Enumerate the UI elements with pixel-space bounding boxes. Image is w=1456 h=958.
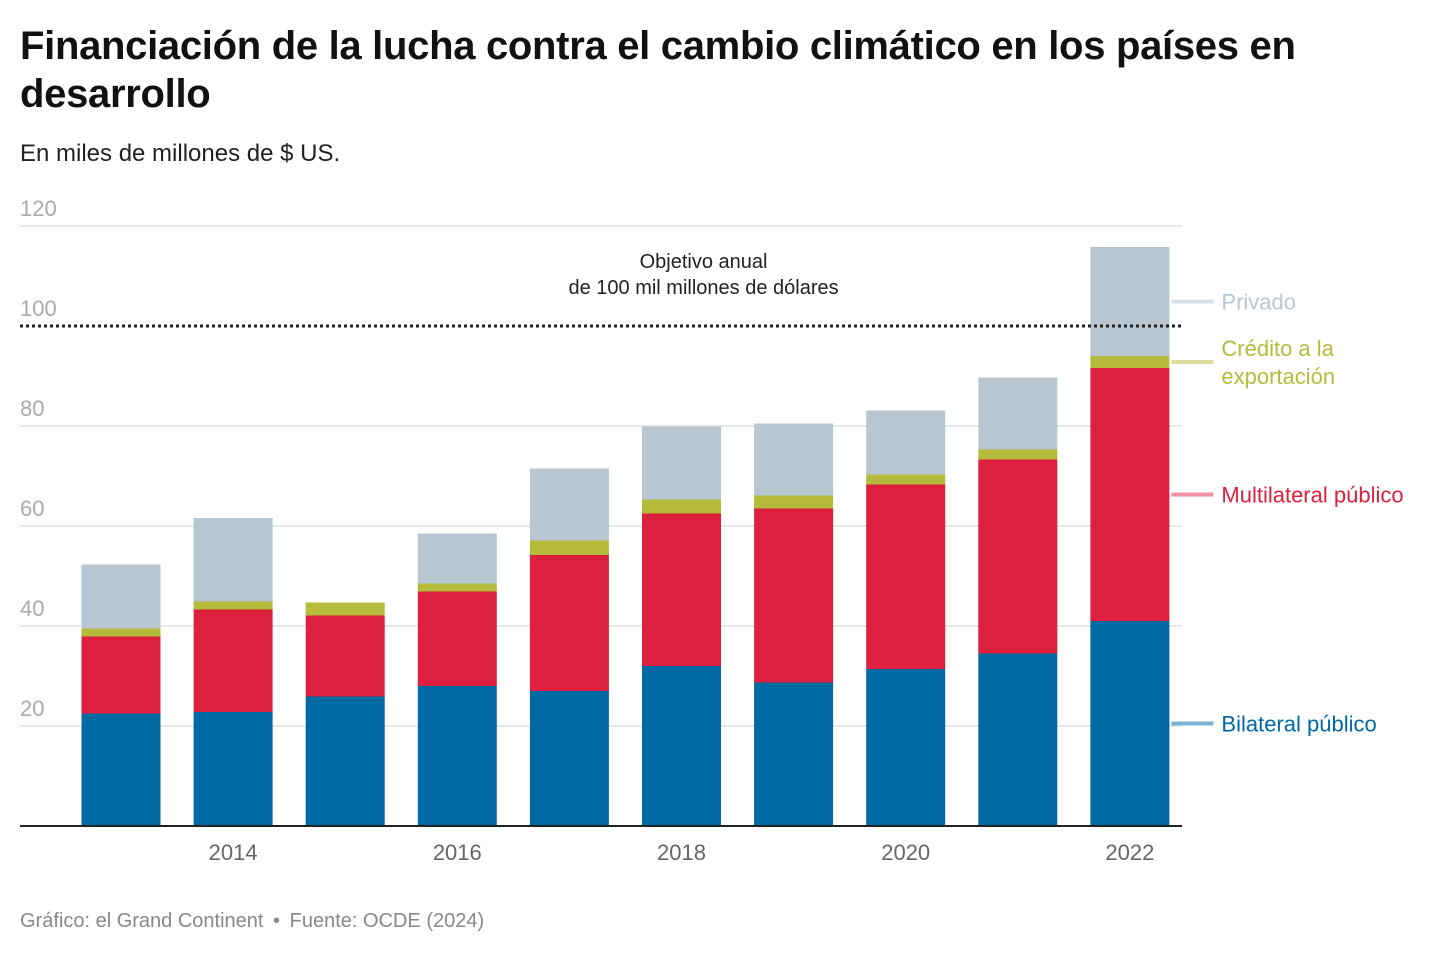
bar-2021-series-3 xyxy=(978,377,1058,450)
bar-2020-series-3 xyxy=(866,410,946,475)
x-tick-label-2014: 2014 xyxy=(209,840,258,865)
chart-footer: Gráfico: el Grand Continent • Fuente: OC… xyxy=(20,910,484,933)
bar-2013-series-1 xyxy=(81,636,161,714)
bar-2019-series-0 xyxy=(754,682,834,826)
legend-label-multilateral: Multilateral público xyxy=(1221,483,1403,508)
bar-2019-series-2 xyxy=(754,495,834,509)
bar-2014-series-3 xyxy=(193,518,273,602)
x-tick-label-2018: 2018 xyxy=(657,840,706,865)
bar-2016-series-0 xyxy=(417,686,497,826)
x-tick-label-2020: 2020 xyxy=(881,840,930,865)
y-tick-label-60: 60 xyxy=(20,496,44,521)
bar-2022-series-2 xyxy=(1090,356,1170,368)
bar-2021-series-0 xyxy=(978,653,1058,826)
bar-2016-series-2 xyxy=(417,583,497,592)
bar-2022-series-0 xyxy=(1090,621,1170,826)
y-tick-label-120: 120 xyxy=(20,196,57,221)
bar-2014-series-1 xyxy=(193,609,273,712)
legend-label-bilateral: Bilateral público xyxy=(1221,712,1376,737)
bar-2020-series-0 xyxy=(866,669,946,826)
bar-2020-series-1 xyxy=(866,484,946,669)
y-tick-label-80: 80 xyxy=(20,396,44,421)
bar-2013-series-3 xyxy=(81,564,161,629)
y-tick-label-20: 20 xyxy=(20,696,44,721)
y-axis-ticks: 20 40 60 80 100 120 xyxy=(20,196,57,721)
x-tick-label-2016: 2016 xyxy=(433,840,482,865)
bar-2014-series-0 xyxy=(193,712,273,826)
bar-2018-series-1 xyxy=(642,513,721,666)
bar-2014-series-2 xyxy=(193,601,273,610)
bar-2021-series-1 xyxy=(978,459,1058,654)
bar-2015-series-2 xyxy=(305,602,385,616)
bar-2017-series-0 xyxy=(529,691,609,826)
bar-2017-series-3 xyxy=(529,468,609,541)
bar-2013-series-2 xyxy=(81,628,161,637)
bar-2022-series-3 xyxy=(1090,247,1170,356)
target-label-line2: de 100 mil millones de dólares xyxy=(568,277,838,299)
bar-2019-series-3 xyxy=(754,423,834,496)
legend-label-credito-line2: exportación xyxy=(1221,364,1335,389)
y-tick-label-40: 40 xyxy=(20,596,44,621)
bar-2013-series-0 xyxy=(81,713,161,826)
legend-label-privado: Privado xyxy=(1221,290,1296,315)
legend: Privado Crédito a la exportación Multila… xyxy=(1171,290,1404,737)
bar-2019-series-1 xyxy=(754,508,834,683)
footer-separator: • xyxy=(273,910,281,932)
bar-2016-series-1 xyxy=(417,591,497,686)
chart-title: Financiación de la lucha contra el cambi… xyxy=(20,24,1296,116)
target-annotation: Objetivo anual de 100 mil millones de dó… xyxy=(20,251,1182,328)
bar-2015-series-1 xyxy=(305,615,385,697)
bar-2015-series-0 xyxy=(305,696,385,826)
bar-2018-series-2 xyxy=(642,499,721,514)
x-axis-ticks: 2014 2016 2018 2020 2022 xyxy=(209,840,1155,865)
bar-2022-series-1 xyxy=(1090,368,1170,621)
legend-label-credito-line1: Crédito a la xyxy=(1221,336,1334,361)
y-tick-label-100: 100 xyxy=(20,296,57,321)
x-tick-label-2022: 2022 xyxy=(1105,840,1154,865)
footer-graphic-credit: Gráfico: el Grand Continent xyxy=(20,910,264,932)
bar-2021-series-2 xyxy=(978,449,1058,460)
bar-2016-series-3 xyxy=(417,533,497,584)
bar-2018-series-0 xyxy=(642,666,721,826)
bar-2018-series-3 xyxy=(642,426,721,500)
bars xyxy=(81,247,1170,826)
bar-2017-series-1 xyxy=(529,555,609,691)
target-label-line1: Objetivo anual xyxy=(640,251,768,273)
bar-2017-series-2 xyxy=(529,540,609,555)
footer-source: Fuente: OCDE (2024) xyxy=(289,910,485,932)
chart-subtitle: En miles de millones de $ US. xyxy=(20,140,341,167)
bar-2020-series-2 xyxy=(866,474,946,485)
